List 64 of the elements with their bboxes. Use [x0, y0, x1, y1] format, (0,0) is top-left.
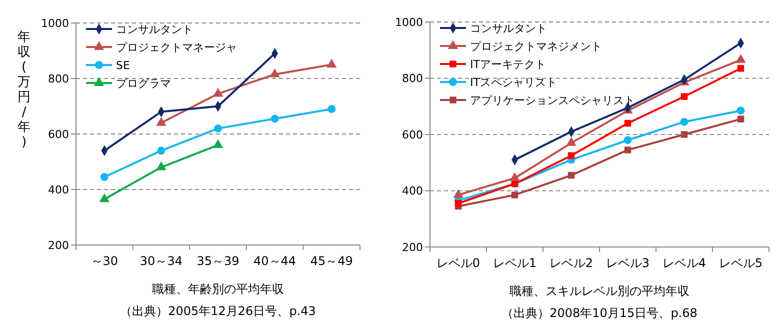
legend-label: プロジェクトマネージャ: [116, 40, 237, 54]
point: [680, 93, 688, 100]
point: [328, 105, 336, 114]
point: [624, 136, 632, 144]
point: [454, 200, 462, 207]
legend-label: SE: [116, 58, 130, 72]
point: [270, 68, 280, 78]
point: [453, 189, 464, 198]
point: [568, 152, 575, 159]
point: [737, 65, 744, 72]
x-tick-label: レベル0: [436, 256, 480, 270]
point: [156, 161, 166, 170]
legend-label: ITスペシャリスト: [470, 76, 557, 89]
y-tick-label: 1000: [395, 16, 423, 29]
point: [680, 131, 688, 138]
point: [511, 192, 518, 198]
x-tick-label: 45～49: [310, 254, 353, 268]
x-tick-label: レベル5: [718, 256, 763, 270]
point: [510, 172, 520, 182]
y-tick-label: 400: [402, 184, 423, 198]
point: [214, 124, 222, 132]
legend-label: アプリケーションスペシャリスト: [470, 94, 635, 107]
point: [326, 58, 337, 68]
x-axis-title: 職種、スキルレベル別の平均年収: [510, 284, 690, 298]
point: [624, 120, 632, 127]
point: [99, 193, 110, 202]
y-tick-label: 1000: [41, 16, 69, 30]
point: [157, 146, 166, 155]
point: [212, 139, 224, 148]
legend-label: コンサルタント: [116, 22, 193, 36]
x-tick-label: レベル4: [662, 256, 706, 270]
x-tick-label: レベル2: [549, 256, 594, 270]
y-tick-label: 600: [48, 128, 69, 141]
point: [736, 106, 745, 115]
x-tick-label: 40～44: [254, 254, 296, 268]
x-axis-title: 職種、年齢別の平均年収: [152, 282, 284, 296]
y-tick-label: 600: [402, 128, 423, 142]
point: [270, 114, 279, 123]
x-tick-label: ～30: [90, 254, 118, 268]
y-tick-label: 400: [48, 183, 69, 196]
x-tick-label: 30～34: [140, 254, 182, 268]
y-axis-title: 年収(万円/年): [18, 30, 30, 150]
point: [212, 88, 224, 97]
point: [736, 54, 746, 63]
point: [156, 117, 166, 126]
point: [680, 118, 688, 126]
x-tick-label: 35～39: [196, 254, 240, 268]
x-tick-label: レベル3: [606, 256, 650, 270]
text: （出典）2005年12月26日号、p.43: [120, 304, 316, 318]
y-tick-label: 200: [48, 238, 69, 252]
point: [100, 173, 108, 181]
point: [624, 146, 632, 154]
legend-label: ITアーキテクト: [470, 58, 546, 71]
legend-label: コンサルタント: [470, 22, 547, 35]
y-tick-label: 800: [48, 72, 69, 86]
y-tick-label: 200: [402, 240, 423, 254]
point: [568, 172, 575, 179]
legend-label: プロジェクトマネジメント: [470, 40, 602, 53]
x-tick-label: レベル1: [492, 256, 537, 270]
point: [566, 137, 576, 146]
text: （出典）2008年10月15日号、p.68: [502, 306, 698, 320]
legend-label: プログラマ: [116, 76, 171, 90]
y-tick-label: 800: [402, 72, 423, 86]
point: [737, 116, 744, 122]
